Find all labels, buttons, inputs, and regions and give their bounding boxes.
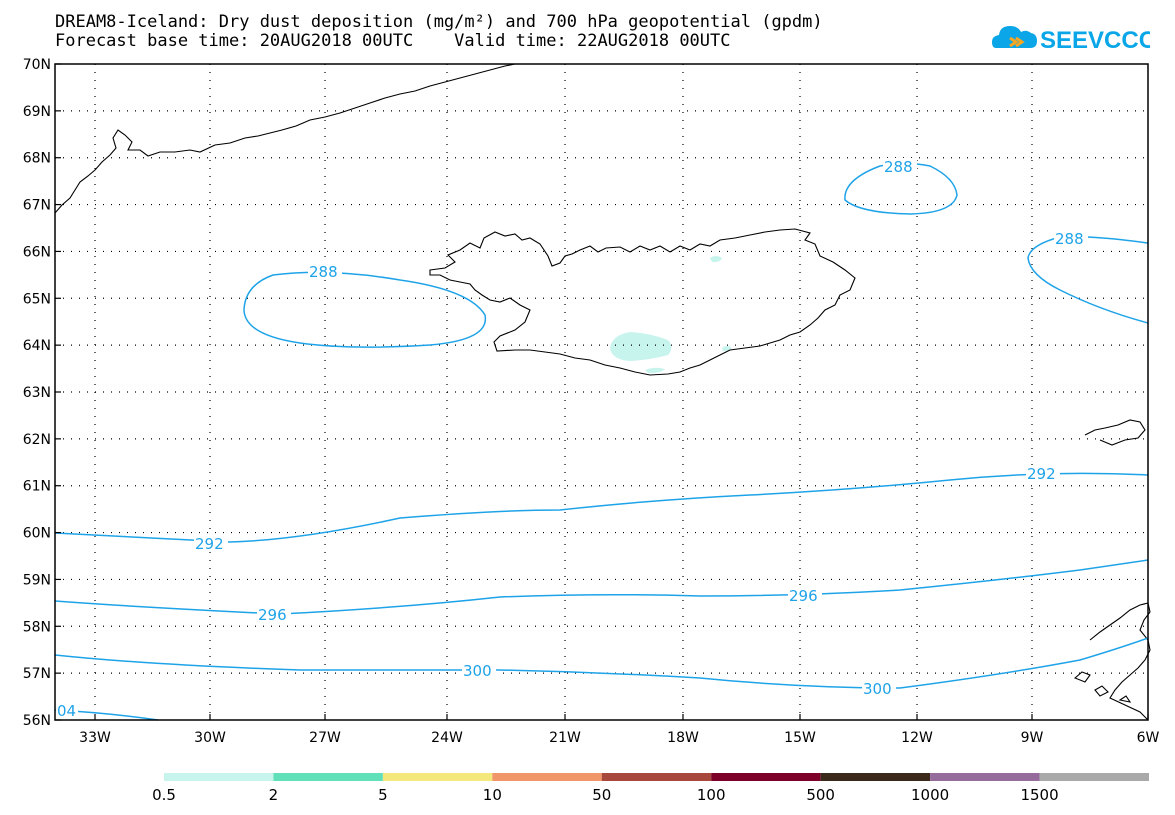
- latitude-label: 67N: [23, 198, 51, 214]
- colorbar-label: 500: [806, 786, 835, 804]
- latitude-label: 65N: [23, 291, 51, 307]
- colorbar: 0.5 2 5 10 50 100 500 1000 1500: [152, 773, 1149, 804]
- contour-label: 300: [863, 680, 892, 698]
- colorbar-label: 50: [592, 786, 611, 804]
- longitude-axis: 33W 30W 27W 24W 21W 18W 15W 12W 9W 6W: [79, 714, 1160, 746]
- latitude-label: 60N: [23, 526, 51, 542]
- colorbar-label: 1000: [911, 786, 949, 804]
- latitude-label: 57N: [23, 666, 51, 682]
- logo-text: SEEVCCC: [1040, 27, 1150, 54]
- contour-296: [54, 559, 1149, 615]
- contour-label: 288: [309, 263, 338, 281]
- contour-label: 292: [195, 535, 224, 553]
- colorbar-swatch: [492, 773, 602, 781]
- iceland-coastline: [429, 228, 856, 376]
- longitude-label: 33W: [79, 730, 111, 746]
- faroe-shetland-coastline: [1084, 419, 1146, 446]
- longitude-label: 6W: [1137, 730, 1160, 746]
- contour-label: 288: [884, 158, 913, 176]
- colorbar-label: 10: [483, 786, 502, 804]
- latitude-label: 59N: [23, 572, 51, 588]
- colorbar-swatch: [164, 773, 274, 781]
- longitude-label: 12W: [901, 730, 933, 746]
- dust-patch-south-coast: [645, 367, 665, 374]
- longitude-label: 21W: [549, 730, 581, 746]
- grid-lines: [55, 64, 1148, 720]
- colorbar-label: 5: [378, 786, 388, 804]
- colorbar-swatch: [1039, 773, 1149, 781]
- map-title: DREAM8-Iceland: Dry dust deposition (mg/…: [55, 12, 823, 32]
- contour-300: [54, 637, 1149, 689]
- latitude-label: 64N: [23, 338, 51, 354]
- latitude-label: 58N: [23, 619, 51, 635]
- dust-patch-south-iceland: [610, 332, 672, 361]
- contour-label: 296: [258, 606, 287, 624]
- longitude-label: 24W: [431, 730, 463, 746]
- colorbar-swatch: [601, 773, 712, 781]
- contour-288-east: [1027, 235, 1149, 324]
- longitude-label: 30W: [194, 730, 226, 746]
- latitude-label: 61N: [23, 479, 51, 495]
- cloud-icon: [992, 26, 1037, 48]
- colorbar-swatch: [273, 773, 383, 781]
- scotland-coastline: [1089, 602, 1151, 721]
- contour-labels: 288 288 288 292 292 296 296 300 300 04: [56, 158, 1088, 720]
- latitude-label: 56N: [23, 713, 51, 729]
- scotland-islands: [1073, 671, 1132, 703]
- latitude-axis: 70N 69N 68N 67N 66N 65N 64N 63N 62N 61N 60N 59N 58N 5…: [23, 57, 61, 729]
- colorbar-swatch: [711, 773, 821, 781]
- map-frame: [54, 63, 1149, 721]
- longitude-label: 27W: [309, 730, 341, 746]
- colorbar-label: 1500: [1020, 786, 1058, 804]
- contour-label: 296: [789, 587, 818, 605]
- longitude-label: 15W: [784, 730, 816, 746]
- longitude-label: 9W: [1021, 730, 1044, 746]
- latitude-label: 66N: [23, 244, 51, 260]
- greenland-coastline: [54, 63, 516, 214]
- contour-label: 292: [1027, 465, 1056, 483]
- contour-label: 300: [463, 662, 492, 680]
- coastlines: [54, 63, 1151, 721]
- latitude-label: 69N: [23, 104, 51, 120]
- dust-patch-east: [710, 256, 722, 263]
- dust-deposition-areas: [610, 256, 732, 374]
- contour-288-west: [243, 271, 487, 348]
- colorbar-swatch: [930, 773, 1040, 781]
- latitude-label: 70N: [23, 57, 51, 73]
- colorbar-label: 0.5: [152, 786, 176, 804]
- colorbar-swatch: [382, 773, 493, 781]
- latitude-label: 68N: [23, 151, 51, 167]
- map-subtitle: Forecast base time: 20AUG2018 00UTC Vali…: [55, 31, 731, 51]
- seevccc-logo: SEEVCCC: [992, 26, 1150, 54]
- colorbar-label: 2: [269, 786, 279, 804]
- latitude-label: 62N: [23, 432, 51, 448]
- colorbar-label: 100: [697, 786, 726, 804]
- latitude-label: 63N: [23, 385, 51, 401]
- contour-label: 288: [1055, 230, 1084, 248]
- contour-292: [54, 472, 1149, 543]
- colorbar-swatch: [820, 773, 931, 781]
- contour-288-north: [844, 162, 958, 215]
- longitude-label: 18W: [667, 730, 699, 746]
- contour-label: 04: [57, 702, 76, 720]
- geopotential-contours: [54, 162, 1149, 721]
